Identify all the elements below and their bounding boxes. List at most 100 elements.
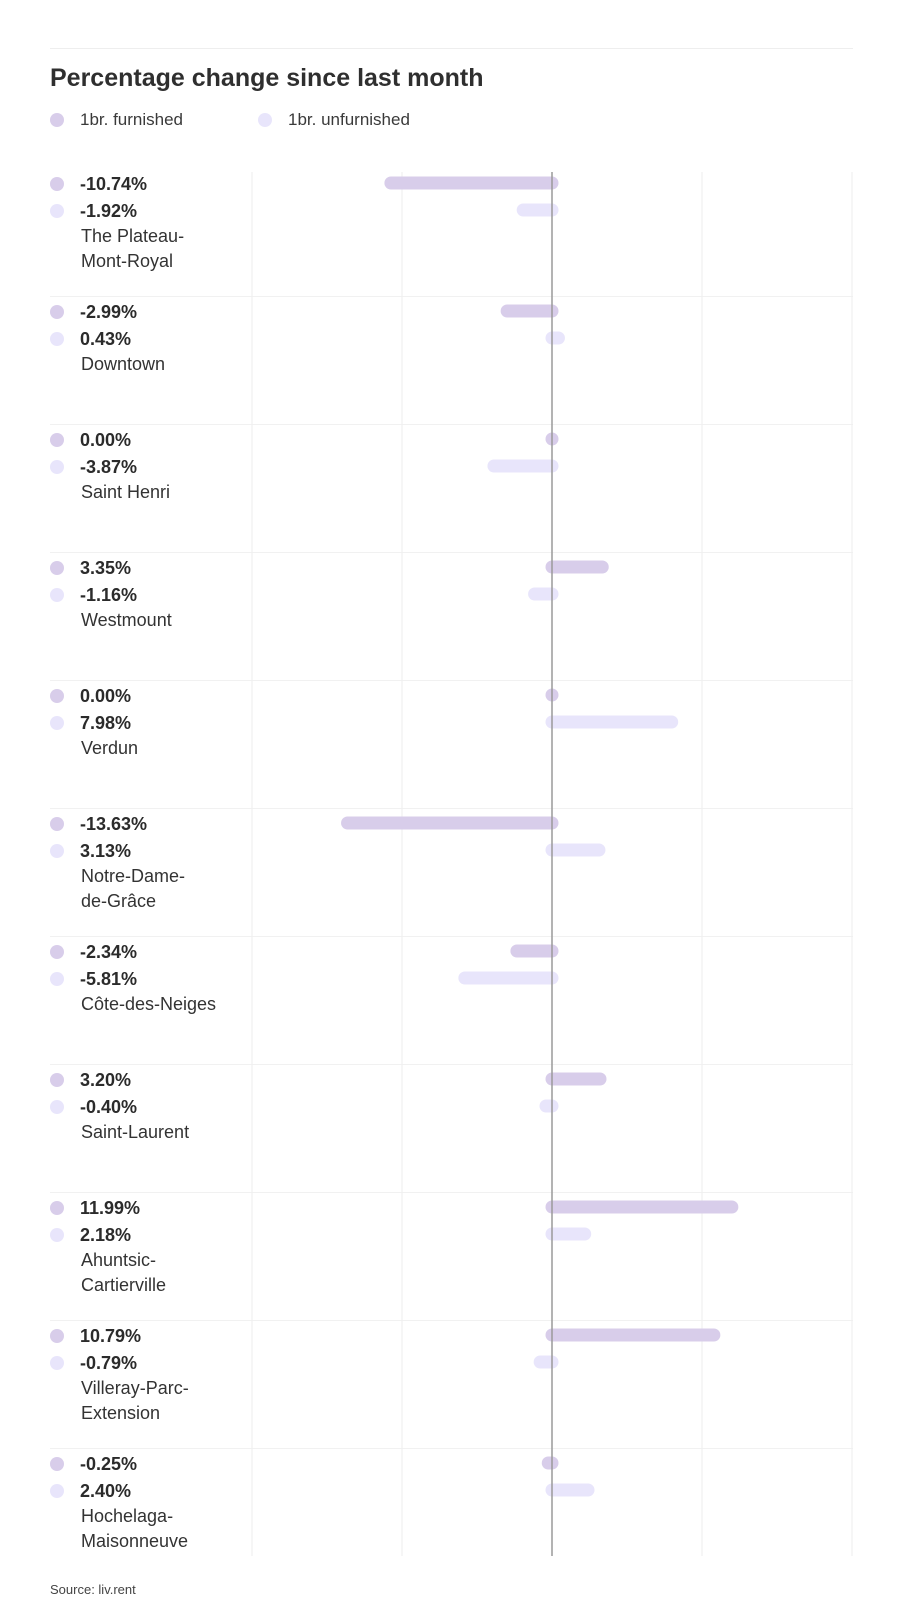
data-label: -5.81% xyxy=(80,968,138,989)
value-furnished: 0.00% xyxy=(50,428,131,452)
category-label: Hochelaga- Maisonneuve xyxy=(81,1506,189,1551)
value-unfurnished: 2.18% xyxy=(50,1223,131,1247)
bar-unfurnished xyxy=(528,587,559,601)
data-label: -0.25% xyxy=(80,1453,138,1474)
data-label: -3.87% xyxy=(80,456,138,477)
category-label: Verdun xyxy=(81,738,139,758)
series-dot xyxy=(50,433,64,447)
category-label: Westmount xyxy=(81,610,172,630)
row-divider xyxy=(50,552,853,553)
category-label: Côte-des-Neiges xyxy=(81,994,217,1014)
row-divider xyxy=(50,1064,853,1065)
category-label: Downtown xyxy=(81,354,166,374)
value-furnished: 11.99% xyxy=(50,1196,140,1220)
data-label: -1.16% xyxy=(80,584,138,605)
value-furnished: 10.79% xyxy=(50,1324,141,1348)
value-unfurnished: 2.40% xyxy=(50,1479,131,1503)
series-dot xyxy=(50,305,64,319)
bar-furnished xyxy=(384,176,559,190)
bar-furnished xyxy=(545,1072,607,1086)
value-furnished: -2.34% xyxy=(50,940,137,964)
series-dot xyxy=(50,204,64,218)
data-label: 2.18% xyxy=(80,1224,132,1245)
data-label: -1.92% xyxy=(80,200,138,221)
bar-furnished xyxy=(545,1328,721,1342)
series-dot xyxy=(50,817,64,831)
value-unfurnished: -1.92% xyxy=(50,199,137,223)
value-furnished: 3.35% xyxy=(50,556,131,580)
series-dot xyxy=(50,689,64,703)
series-dot xyxy=(50,972,64,986)
data-label: 10.79% xyxy=(80,1325,142,1346)
data-label: -0.40% xyxy=(80,1096,138,1117)
bar-unfurnished xyxy=(487,459,559,473)
value-furnished: 3.20% xyxy=(50,1068,131,1092)
bar-unfurnished xyxy=(458,971,559,985)
legend-dot-unfurnished xyxy=(258,113,272,127)
bar-unfurnished xyxy=(539,1099,559,1113)
value-unfurnished: -0.40% xyxy=(50,1095,137,1119)
legend-item-furnished: 1br. furnished xyxy=(50,108,183,132)
category-label: Ahuntsic- Cartierville xyxy=(81,1250,167,1295)
legend-dot-furnished xyxy=(50,113,64,127)
bar-unfurnished xyxy=(545,1483,595,1497)
bar-furnished xyxy=(510,944,559,958)
data-label: 0.00% xyxy=(80,685,132,706)
bar-furnished xyxy=(541,1456,559,1470)
data-label: 11.99% xyxy=(80,1197,141,1218)
value-unfurnished: -1.16% xyxy=(50,583,137,607)
bar-unfurnished xyxy=(545,1227,592,1241)
series-dot xyxy=(50,1457,64,1471)
row-divider xyxy=(50,680,853,681)
data-label: -13.63% xyxy=(80,813,148,834)
value-furnished: -10.74% xyxy=(50,172,147,196)
value-unfurnished: 7.98% xyxy=(50,711,131,735)
data-label: -2.34% xyxy=(80,941,138,962)
top-divider xyxy=(50,48,853,49)
series-dot xyxy=(50,844,64,858)
data-label: -0.79% xyxy=(80,1352,138,1373)
data-label: 3.35% xyxy=(80,557,132,578)
value-unfurnished: -5.81% xyxy=(50,967,137,991)
category-label: The Plateau- Mont-Royal xyxy=(81,226,185,271)
series-dot xyxy=(50,1201,64,1215)
row-divider xyxy=(50,808,853,809)
data-label: 3.20% xyxy=(80,1069,132,1090)
row-divider xyxy=(50,1192,853,1193)
bar-unfurnished xyxy=(545,843,606,857)
bar-unfurnished xyxy=(545,331,565,345)
series-dot xyxy=(50,1356,64,1370)
chart-title: Percentage change since last month xyxy=(50,64,484,92)
value-furnished: -0.25% xyxy=(50,1452,137,1476)
data-label: 0.00% xyxy=(80,429,132,450)
legend-item-unfurnished: 1br. unfurnished xyxy=(258,108,410,132)
value-furnished: 0.00% xyxy=(50,684,131,708)
row-divider xyxy=(50,424,853,425)
series-dot xyxy=(50,1073,64,1087)
row-divider xyxy=(50,296,853,297)
series-dot xyxy=(50,716,64,730)
data-label: 7.98% xyxy=(80,712,132,733)
series-dot xyxy=(50,588,64,602)
category-label: Villeray-Parc- Extension xyxy=(81,1378,189,1423)
bar-furnished xyxy=(500,304,559,318)
series-dot xyxy=(50,1484,64,1498)
bar-furnished xyxy=(545,560,609,574)
series-dot xyxy=(50,332,64,346)
bar-unfurnished xyxy=(516,203,559,217)
series-dot xyxy=(50,1228,64,1242)
series-dot xyxy=(50,945,64,959)
row-divider xyxy=(50,936,853,937)
bar-furnished xyxy=(545,1200,739,1214)
value-unfurnished: 3.13% xyxy=(50,839,131,863)
category-label: Saint-Laurent xyxy=(81,1122,190,1142)
series-dot xyxy=(50,177,64,191)
series-dot xyxy=(50,460,64,474)
bar-furnished xyxy=(341,816,559,830)
data-label: 3.13% xyxy=(80,840,132,861)
value-furnished: -2.99% xyxy=(50,300,137,324)
source-note: Source: liv.rent xyxy=(50,1582,136,1597)
value-unfurnished: 0.43% xyxy=(50,327,131,351)
data-label: -10.74% xyxy=(80,173,148,194)
